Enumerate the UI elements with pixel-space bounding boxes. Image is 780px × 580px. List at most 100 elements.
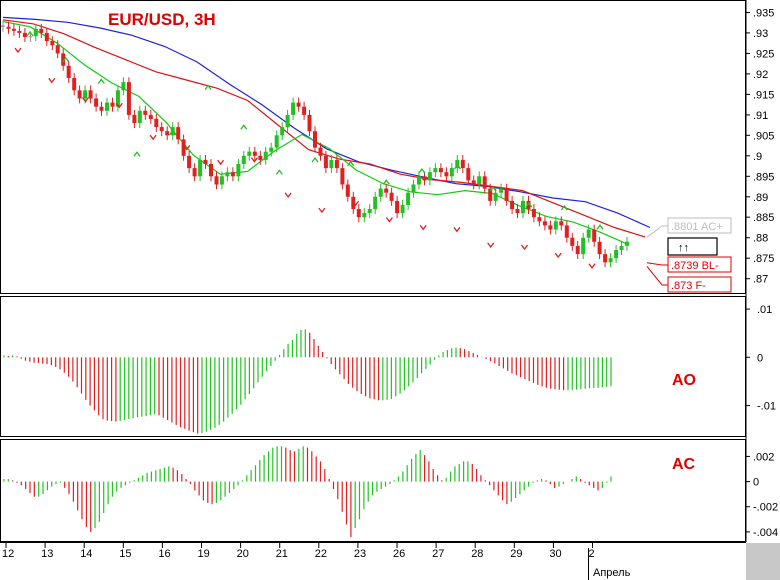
time-tick-label: 14 xyxy=(80,548,92,560)
candle-body xyxy=(181,139,186,156)
fractal-up-arrow xyxy=(453,163,462,170)
fractal-up-arrow xyxy=(133,151,141,157)
price-label-box xyxy=(667,217,732,234)
time-tick-label: 29 xyxy=(510,548,522,560)
candle-body xyxy=(121,82,126,91)
candle-body xyxy=(614,250,619,259)
candle-body xyxy=(83,90,88,99)
candle-body xyxy=(597,241,602,255)
candle-body xyxy=(433,168,438,173)
price-label-text: .8801 AC+ xyxy=(671,221,723,233)
candle-body xyxy=(77,90,82,99)
candle-body xyxy=(378,188,383,197)
price-tick-label: .87 xyxy=(753,274,768,286)
candle-body xyxy=(313,131,317,148)
fractal-up-arrow xyxy=(240,124,248,130)
candle-body xyxy=(1,25,5,27)
fractal-down-arrow xyxy=(48,77,56,84)
candle-body xyxy=(559,221,564,226)
time-tick-label: 2 xyxy=(589,548,595,560)
candle-body xyxy=(356,209,361,218)
candle-body xyxy=(367,209,372,214)
fractal-up-arrow xyxy=(489,186,497,192)
candle-body xyxy=(466,168,471,181)
candle-body xyxy=(61,53,66,66)
fractal-up-arrow xyxy=(347,160,355,167)
ao-histogram xyxy=(3,329,612,434)
y-axis-ticks: .935 .93 .925 .92 .915 .91 .905 .9 .895 .89 .885 .8… xyxy=(746,8,778,539)
candle-body xyxy=(225,172,230,177)
price-label-box xyxy=(667,276,732,293)
fractal-up-arrow xyxy=(560,204,568,211)
candle-body xyxy=(334,159,339,169)
candle-body xyxy=(252,151,257,156)
price-tick-label: .935 xyxy=(753,8,774,20)
fractal-up-arrow xyxy=(311,157,319,163)
candle-body xyxy=(493,192,498,201)
candle-body xyxy=(198,159,203,177)
x-sublabel: Апрель xyxy=(593,567,631,579)
candle-body xyxy=(455,159,460,169)
candle-body xyxy=(510,200,515,210)
candle-body xyxy=(50,41,55,46)
price-label-box xyxy=(667,256,732,273)
candle-body xyxy=(384,188,389,193)
fractal-up-arrow xyxy=(97,78,105,84)
price-label-text: .8739 BL- xyxy=(671,260,719,272)
candle-body xyxy=(115,90,120,107)
candle-body xyxy=(72,78,77,91)
candle-body xyxy=(39,28,44,33)
candle-body xyxy=(159,127,164,132)
corner-box xyxy=(746,543,780,580)
price-tick-label: .89 xyxy=(753,192,768,204)
time-tick-label: 13 xyxy=(41,548,53,560)
fractal-down-arrow xyxy=(419,224,427,231)
fractal-down-arrow xyxy=(352,200,360,207)
candle-body xyxy=(488,188,493,201)
x-axis-ticks: 12 13 14 15 16 19 20 21 22 23 26 27 28 29 30 2 xyxy=(2,542,595,580)
candle-body xyxy=(570,237,575,246)
candle-body xyxy=(280,127,285,136)
signal-box xyxy=(667,237,718,256)
price-tick-label: .93 xyxy=(753,28,768,40)
moving-averages xyxy=(2,16,651,245)
candle-body xyxy=(165,131,170,136)
time-tick-label: 15 xyxy=(119,548,131,560)
ao-tick-label: .01 xyxy=(757,304,772,316)
fractal-down-arrow xyxy=(554,252,562,259)
candle-body xyxy=(143,110,148,115)
candle-body xyxy=(564,225,569,238)
fractal-down-arrow xyxy=(487,242,495,248)
candle-body xyxy=(209,164,213,177)
ao-tick-label: -.01 xyxy=(757,401,776,413)
fractal-down-arrow xyxy=(385,217,393,223)
candle-body xyxy=(417,176,421,185)
candle-body xyxy=(553,221,558,230)
candle-body xyxy=(126,82,131,115)
candle-body xyxy=(176,127,181,140)
candle-body xyxy=(373,196,378,210)
candle-body xyxy=(17,30,22,33)
candle-body xyxy=(307,114,312,132)
time-tick-label: 22 xyxy=(315,548,327,560)
fractal-down-arrow xyxy=(250,157,258,163)
fractal-down-arrow xyxy=(183,145,191,151)
fractal-down-arrow xyxy=(217,159,225,166)
candle-body xyxy=(422,176,427,181)
ao-tick-label: 0 xyxy=(757,352,763,364)
ac-tick-label: .002 xyxy=(753,451,774,463)
candle-body xyxy=(241,155,246,164)
time-tick-label: 19 xyxy=(198,548,210,560)
candle-body xyxy=(515,209,520,214)
candle-body xyxy=(11,28,16,31)
price-tick-label: .9 xyxy=(753,151,762,163)
candle-body xyxy=(581,237,586,255)
candle-body xyxy=(323,155,328,169)
fractal-down-arrow xyxy=(149,134,157,141)
candle-body xyxy=(230,172,235,177)
candle-body xyxy=(203,159,208,164)
candle-body xyxy=(247,151,252,156)
candle-body xyxy=(592,229,597,242)
candle-body xyxy=(460,159,465,169)
signal-box-arrows: ↑↑ xyxy=(678,242,689,254)
